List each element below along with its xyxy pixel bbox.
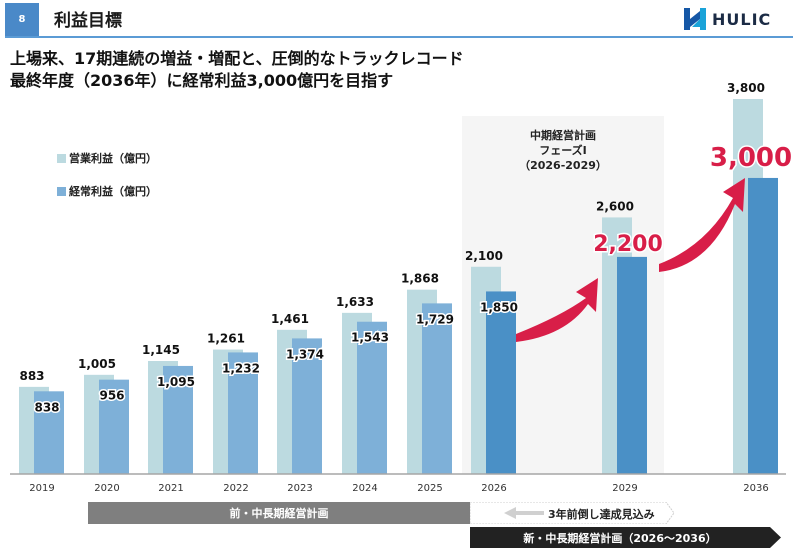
new-plan-label: 新・中長期経営計画（2026〜2036） [523, 532, 717, 545]
ahead-band-shape [470, 502, 675, 524]
label-recurring-profit-2021: 1,095 [157, 375, 195, 389]
label-recurring-profit-target-2036: 3,000 [710, 143, 792, 173]
x-tick-2036: 2036 [743, 483, 768, 494]
new-plan-band-shape [470, 527, 781, 548]
left-arrow-icon [504, 507, 544, 519]
label-operating-profit-2023: 1,461 [271, 312, 309, 326]
label-recurring-profit-2024: 1,543 [351, 331, 389, 345]
label-recurring-profit-2020: 956 [99, 389, 124, 403]
bar-recurring-profit-2026 [486, 291, 516, 474]
label-operating-profit-2025: 1,868 [401, 272, 439, 286]
legend-label-operating-profit: 営業利益（億円） [69, 152, 157, 165]
bar-recurring-profit-2019 [34, 391, 64, 474]
page-number-badge: 8 [5, 3, 39, 36]
label-operating-profit-2026: 2,100 [465, 249, 503, 263]
bar-recurring-profit-2024 [357, 321, 387, 474]
x-tick-2021: 2021 [158, 483, 183, 494]
phase-line-2: フェーズⅠ [539, 144, 587, 157]
subtitle-line-2: 最終年度（2036年）に経常利益3,000億円を目指す [10, 71, 394, 90]
label-recurring-profit-2025: 1,729 [416, 312, 454, 326]
label-recurring-profit-2019: 838 [34, 400, 59, 414]
subtitle-line-1: 上場来、17期連続の増益・増配と、圧倒的なトラックレコード [10, 49, 464, 68]
label-operating-profit-2021: 1,145 [142, 343, 180, 357]
x-tick-2026: 2026 [481, 483, 506, 494]
growth-arrows-group [516, 178, 745, 342]
label-operating-profit-2024: 1,633 [336, 295, 374, 309]
old-plan-band: 前・中長期経営計画 [88, 502, 470, 524]
page-title: 利益目標 [54, 11, 122, 31]
label-operating-profit-2036: 3,800 [727, 81, 765, 95]
x-tick-2020: 2020 [94, 483, 119, 494]
bar-recurring-profit-2023 [292, 338, 322, 474]
legend-recurring-profit: 経常利益（億円） [57, 183, 157, 199]
label-operating-profit-2019: 883 [19, 369, 44, 383]
growth-arrow-2026-2029 [516, 278, 598, 342]
legend-operating-profit: 営業利益（億円） [57, 150, 157, 166]
label-operating-profit-2020: 1,005 [78, 357, 116, 371]
phase-box-label: 中期経営計画 フェーズⅠ （2026-2029） [462, 128, 664, 173]
label-recurring-profit-target-2029: 2,200 [593, 232, 663, 257]
value-labels-group: 883 838 1,005 956 1,145 1,095 1,261 1,232 1,461 1… [19, 81, 793, 416]
header: 8 利益目標 HULIC [0, 0, 800, 38]
bar-recurring-profit-2025 [422, 303, 452, 474]
x-tick-labels-group: 2019 2020 2021 2022 2023 2024 2025 2026 2029 2036 [29, 483, 768, 494]
bar-recurring-profit-2029 [617, 256, 647, 474]
growth-arrow-2029-2036 [659, 178, 745, 272]
profit-bar-chart: 883 838 1,005 956 1,145 1,095 1,261 1,232 1,461 1… [10, 81, 794, 494]
label-operating-profit-2029: 2,600 [596, 199, 634, 213]
x-tick-2024: 2024 [352, 483, 377, 494]
phase-line-3: （2026-2029） [519, 159, 607, 172]
label-recurring-profit-2026: 1,850 [480, 300, 518, 314]
x-tick-2019: 2019 [29, 483, 54, 494]
bar-recurring-profit-2022 [228, 352, 258, 474]
phase-line-1: 中期経営計画 [530, 129, 596, 142]
header-divider [5, 36, 793, 38]
legend-swatch-recurring-profit [57, 186, 66, 196]
x-tick-2029: 2029 [612, 483, 637, 494]
new-plan-band: 新・中長期経営計画（2026〜2036） [470, 527, 782, 548]
logo-text: HULIC [712, 9, 772, 29]
hulic-h-logo-icon [684, 8, 706, 30]
label-operating-profit-2022: 1,261 [207, 332, 245, 346]
bar-recurring-profit-2020 [99, 379, 129, 474]
ahead-of-schedule-label: 3年前倒し達成見込み [548, 508, 655, 521]
bar-recurring-profit-2036 [748, 177, 778, 474]
bar-recurring-profit-2021 [163, 365, 193, 474]
legend-label-recurring-profit: 経常利益（億円） [69, 185, 157, 198]
ahead-of-schedule-band: 3年前倒し達成見込み [470, 502, 675, 524]
x-tick-2022: 2022 [223, 483, 248, 494]
x-tick-2023: 2023 [287, 483, 312, 494]
bars-group [19, 99, 778, 474]
x-tick-2025: 2025 [417, 483, 442, 494]
legend-swatch-operating-profit [57, 153, 66, 163]
label-recurring-profit-2023: 1,374 [286, 347, 324, 361]
company-logo: HULIC [684, 8, 771, 30]
label-recurring-profit-2022: 1,232 [222, 361, 260, 375]
